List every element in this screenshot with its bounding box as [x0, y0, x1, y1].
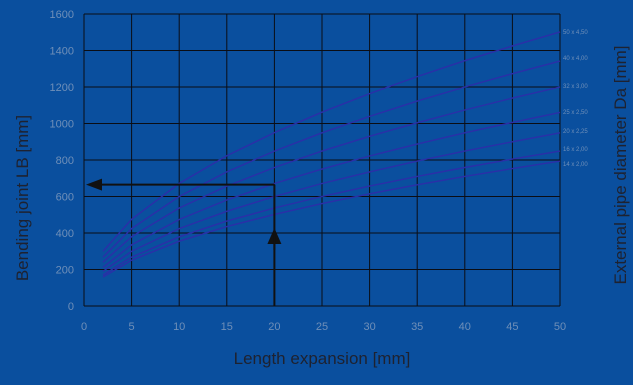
series-label-4: 20 x 2,25	[563, 129, 588, 135]
series-label-3: 25 x 2,50	[563, 110, 588, 116]
grid	[83, 13, 561, 307]
series-line-1	[102, 60, 561, 258]
y-tick-label-1: 200	[56, 265, 74, 277]
series-lines	[102, 31, 561, 278]
tick-labels: 0 5 10 15 20 25 30 35 40 45 50 0 200 400 600 800 1000 120…	[50, 9, 567, 333]
reading-example-arrows	[86, 178, 282, 306]
y-tick-label-7: 1400	[50, 46, 74, 58]
series-labels: 50 x 4,50 40 x 4,00 32 x 3,00 25 x 2,50 20 x…	[563, 30, 588, 168]
x-tick-label-8: 40	[459, 321, 471, 333]
x-tick-label-4: 20	[268, 321, 280, 333]
series-label-6: 14 x 2,00	[563, 162, 588, 168]
y-tick-label-8: 1600	[50, 9, 74, 21]
x-axis-title: Length expansion [mm]	[234, 349, 411, 368]
x-tick-label-9: 45	[506, 321, 518, 333]
x-tick-label-10: 50	[554, 321, 566, 333]
series-line-5	[102, 150, 561, 276]
x-tick-label-0: 0	[81, 321, 87, 333]
arrow-left-head	[86, 178, 102, 191]
series-label-0: 50 x 4,50	[563, 30, 588, 36]
y-tick-label-5: 1000	[50, 119, 74, 131]
x-tick-label-7: 35	[411, 321, 423, 333]
y2-axis-title: External pipe diameter Da [mm]	[611, 45, 630, 284]
x-tick-label-1: 5	[129, 321, 135, 333]
series-line-0	[102, 31, 561, 252]
y-tick-label-6: 1200	[50, 82, 74, 94]
x-tick-label-2: 10	[173, 321, 185, 333]
series-line-3	[102, 111, 561, 268]
x-tick-label-3: 15	[221, 321, 233, 333]
y-axis-title: Bending joint LB [mm]	[13, 115, 32, 281]
series-line-4	[102, 132, 561, 272]
series-line-6	[102, 160, 561, 278]
series-label-5: 16 x 2,00	[563, 147, 588, 153]
y-tick-label-2: 400	[56, 228, 74, 240]
y-tick-label-4: 800	[56, 155, 74, 167]
series-line-2	[102, 86, 561, 263]
y-tick-label-0: 0	[68, 301, 74, 313]
x-tick-label-5: 25	[316, 321, 328, 333]
series-label-2: 32 x 3,00	[563, 84, 588, 90]
series-label-1: 40 x 4,00	[563, 56, 588, 62]
y-tick-label-3: 600	[56, 192, 74, 204]
x-tick-label-6: 30	[363, 321, 375, 333]
